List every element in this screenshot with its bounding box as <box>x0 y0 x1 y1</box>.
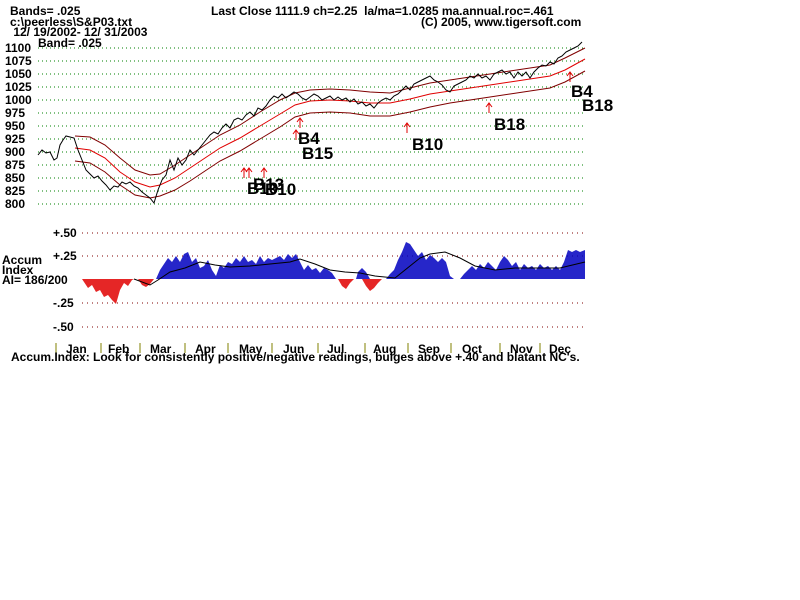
accum-y-tick: +.50 <box>53 226 77 240</box>
accum-positive-area <box>156 242 585 279</box>
month-label: Jan <box>66 342 87 356</box>
month-ticks <box>55 343 541 353</box>
signal-label: B18 <box>582 96 614 115</box>
y-tick: 1100 <box>5 41 32 55</box>
signal-label: B13 <box>253 175 285 194</box>
lower-band <box>74 70 586 199</box>
accum-negative-area <box>82 279 134 304</box>
signal-label: B10 <box>412 135 444 154</box>
y-tick: 1000 <box>5 93 32 107</box>
y-tick: 1075 <box>5 54 32 68</box>
y-tick: 1050 <box>5 67 32 81</box>
stats-line: Last Close 1111.9 ch=2.25 la/ma=1.0285 m… <box>211 4 554 18</box>
accum-negative-area <box>338 279 354 289</box>
month-label: May <box>239 342 263 356</box>
accum-negative-area <box>362 279 382 291</box>
y-tick: 975 <box>5 106 26 120</box>
signal-label: B4 <box>571 82 593 101</box>
signal-label: B15 <box>302 144 334 163</box>
accum-y-tick: -.25 <box>53 296 74 310</box>
accum-y-tick: -.50 <box>53 320 74 334</box>
month-label: Feb <box>108 342 130 356</box>
month-label: Jun <box>283 342 305 356</box>
y-tick: 875 <box>5 158 26 172</box>
bands-label: Bands= .025 <box>10 4 81 18</box>
date-range: 12/ 19/2002- 12/ 31/2003 <box>10 25 148 39</box>
month-label: Mar <box>150 342 172 356</box>
month-label: Sep <box>418 342 441 356</box>
month-label: Jul <box>327 342 345 356</box>
month-label: Dec <box>549 342 572 356</box>
month-label: Apr <box>195 342 216 356</box>
band-label: Band= .025 <box>38 36 102 50</box>
y-tick: 950 <box>5 119 26 133</box>
moving-average <box>74 58 586 188</box>
accum-y-tick: +.25 <box>53 249 77 263</box>
file-path: c:\peerless\S&P03.txt <box>10 15 133 29</box>
y-tick: 1025 <box>5 80 32 94</box>
ai-score: AI= 186/200 <box>2 273 68 287</box>
y-tick: 925 <box>5 132 26 146</box>
signal-label: B4 <box>298 129 320 148</box>
month-label: Oct <box>462 342 483 356</box>
upper-band <box>74 47 586 176</box>
signal-label: B18 <box>494 115 526 134</box>
accum-label: Index <box>2 263 34 277</box>
month-label: Aug <box>373 342 397 356</box>
accum-ma-line <box>133 251 586 286</box>
signal-label: B10 <box>265 180 297 199</box>
y-tick: 825 <box>5 184 26 198</box>
y-tick: 850 <box>5 171 26 185</box>
accum-footer-note: Accum.Index: Look for consistently posit… <box>11 350 580 364</box>
y-tick: 900 <box>5 145 26 159</box>
price-bars <box>37 41 583 205</box>
y-tick: 800 <box>5 197 26 211</box>
accum-label: Accum <box>2 253 43 267</box>
signal-arrows <box>240 71 574 178</box>
month-label: Nov <box>510 342 533 356</box>
signal-label: B10 <box>247 179 279 198</box>
copyright: (C) 2005, www.tigersoft.com <box>421 15 582 29</box>
